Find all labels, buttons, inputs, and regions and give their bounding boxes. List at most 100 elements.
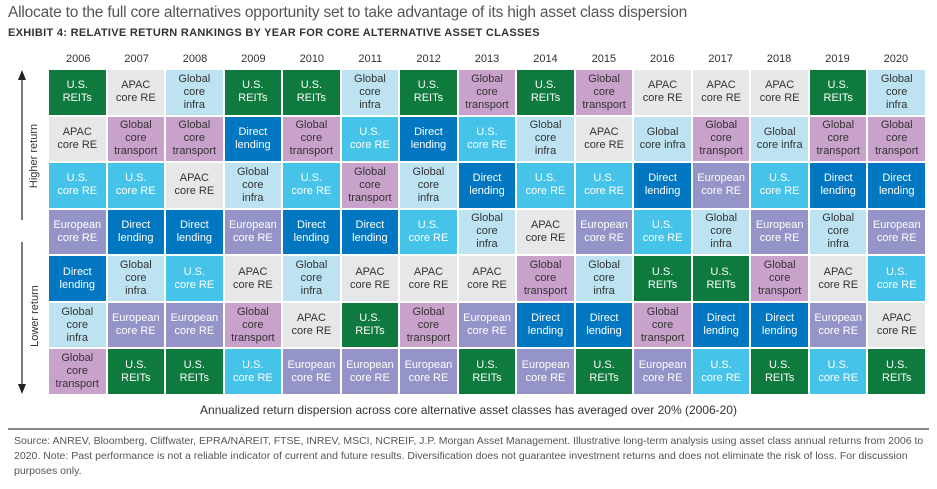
year-label: 2018 <box>766 53 792 65</box>
ranking-cell: Global core infra <box>751 116 808 162</box>
ranking-cell: APAC core RE <box>868 302 925 348</box>
ranking-cell: Global core infra <box>107 256 165 301</box>
ranking-cell: Direct lending <box>692 302 750 348</box>
ranking-cell: APAC core RE <box>809 256 867 301</box>
ranking-cell: Direct lending <box>868 163 925 208</box>
exhibit-title: EXHIBIT 4: RELATIVE RETURN RANKINGS BY Y… <box>8 27 540 39</box>
return-axis: Higher return Lower return <box>14 70 44 394</box>
ranking-cell: APAC core RE <box>400 256 457 301</box>
year-label: 2014 <box>533 53 558 65</box>
ranking-cell: Global core transport <box>809 116 867 162</box>
ranking-cell: U.S. REITs <box>400 70 457 115</box>
ranking-cell: Direct lending <box>283 209 340 255</box>
ranking-cell: Global core transport <box>692 116 750 162</box>
ranking-cell: Global core infra <box>49 302 106 348</box>
year-label: 2011 <box>358 53 383 65</box>
ranking-cell: APAC core RE <box>634 70 691 115</box>
ranking-cell: U.S. REITs <box>575 349 633 394</box>
ranking-grid: U.S. REITs APAC core RE Global core infra U… <box>49 70 925 394</box>
ranking-cell: Direct lending <box>224 116 282 162</box>
chart-headline: Allocate to the full core alternatives o… <box>8 4 688 21</box>
ranking-cell: Global core infra <box>517 116 574 162</box>
year-label: 2013 <box>474 53 500 65</box>
ranking-cell: Global core infra <box>692 209 750 255</box>
ranking-cell: APAC core RE <box>575 116 633 162</box>
ranking-cell: Direct lending <box>49 256 106 301</box>
year-label: 2010 <box>299 53 325 65</box>
ranking-cell: U.S. REITs <box>751 349 808 394</box>
ranking-cell: U.S. REITs <box>692 256 750 301</box>
ranking-cell: Global core transport <box>49 349 106 394</box>
ranking-cell: Global core transport <box>107 116 165 162</box>
ranking-cell: APAC core RE <box>341 256 399 301</box>
ranking-cell: U.S. core RE <box>868 256 925 301</box>
ranking-cell: European core RE <box>692 163 750 208</box>
ranking-cell: Direct lending <box>341 209 399 255</box>
ranking-cell: European core RE <box>107 302 165 348</box>
ranking-cell: U.S. core RE <box>400 209 457 255</box>
ranking-cell: Global core infra <box>400 163 457 208</box>
down-arrow-icon <box>18 384 26 394</box>
ranking-cell: European core RE <box>283 349 340 394</box>
ranking-cell: U.S. core RE <box>692 349 750 394</box>
ranking-cell: APAC core RE <box>107 70 165 115</box>
ranking-cell: Global core transport <box>634 302 691 348</box>
ranking-cell: APAC core RE <box>224 256 282 301</box>
ranking-cell: Global core infra <box>341 70 399 115</box>
ranking-cell: Direct lending <box>400 116 457 162</box>
ranking-cell: European core RE <box>341 349 399 394</box>
ranking-cell: Global core transport <box>517 256 574 301</box>
ranking-cell: U.S. core RE <box>49 163 106 208</box>
ranking-cell: U.S. core RE <box>458 116 516 162</box>
ranking-cell: Global core transport <box>224 302 282 348</box>
ranking-cell: Direct lending <box>575 302 633 348</box>
ranking-cell: Global core infra <box>458 209 516 255</box>
ranking-cell: U.S. core RE <box>575 163 633 208</box>
lower-return-label: Lower return <box>28 285 41 347</box>
ranking-cell: Direct lending <box>458 163 516 208</box>
higher-return-label: Higher return <box>28 123 41 189</box>
ranking-cell: U.S. REITs <box>458 349 516 394</box>
ranking-cell: U.S. core RE <box>166 256 223 301</box>
ranking-cell: APAC core RE <box>49 116 106 162</box>
ranking-cell: Global core transport <box>751 256 808 301</box>
ranking-cell: Global core transport <box>400 302 457 348</box>
ranking-cell: U.S. REITs <box>809 70 867 115</box>
ranking-cell: U.S. REITs <box>166 349 223 394</box>
ranking-cell: Global core transport <box>575 70 633 115</box>
ranking-cell: Direct lending <box>809 163 867 208</box>
ranking-cell: Global core transport <box>283 116 340 162</box>
ranking-cell: U.S. core RE <box>809 349 867 394</box>
ranking-cell: Direct lending <box>634 163 691 208</box>
ranking-cell: Global core infra <box>809 209 867 255</box>
ranking-cell: Global core infra <box>224 163 282 208</box>
ranking-cell: European core RE <box>751 209 808 255</box>
year-label: 2020 <box>883 53 909 65</box>
ranking-cell: Direct lending <box>517 302 574 348</box>
ranking-cell: APAC core RE <box>517 209 574 255</box>
ranking-cell: Global core infra <box>634 116 691 162</box>
ranking-cell: U.S. core RE <box>107 163 165 208</box>
ranking-cell: APAC core RE <box>283 302 340 348</box>
ranking-cell: Global core infra <box>283 256 340 301</box>
ranking-cell: Direct lending <box>751 302 808 348</box>
ranking-cell: Direct lending <box>107 209 165 255</box>
ranking-cell: U.S. REITs <box>341 302 399 348</box>
ranking-cell: APAC core RE <box>751 70 808 115</box>
dispersion-note: Annualized return dispersion across core… <box>200 403 737 417</box>
ranking-cell: Direct lending <box>166 209 223 255</box>
ranking-cell: U.S. core RE <box>751 163 808 208</box>
source-note: Source: ANREV, Bloomberg, Cliffwater, EP… <box>14 435 924 477</box>
ranking-cell: Global core transport <box>868 116 925 162</box>
ranking-cell: European core RE <box>809 302 867 348</box>
year-header-row: 2006 2007 2008 2009 2010 2011 2012 2013 2014 2015… <box>49 53 925 69</box>
ranking-cell: U.S. REITs <box>49 70 106 115</box>
ranking-cell: U.S. REITs <box>517 70 574 115</box>
ranking-cell: U.S. REITs <box>868 349 925 394</box>
ranking-cell: U.S. core RE <box>517 163 574 208</box>
ranking-cell: Global core transport <box>166 116 223 162</box>
ranking-cell: Global core infra <box>575 256 633 301</box>
ranking-cell: APAC core RE <box>458 256 516 301</box>
ranking-cell: U.S. core RE <box>634 209 691 255</box>
year-label: 2016 <box>650 53 675 65</box>
